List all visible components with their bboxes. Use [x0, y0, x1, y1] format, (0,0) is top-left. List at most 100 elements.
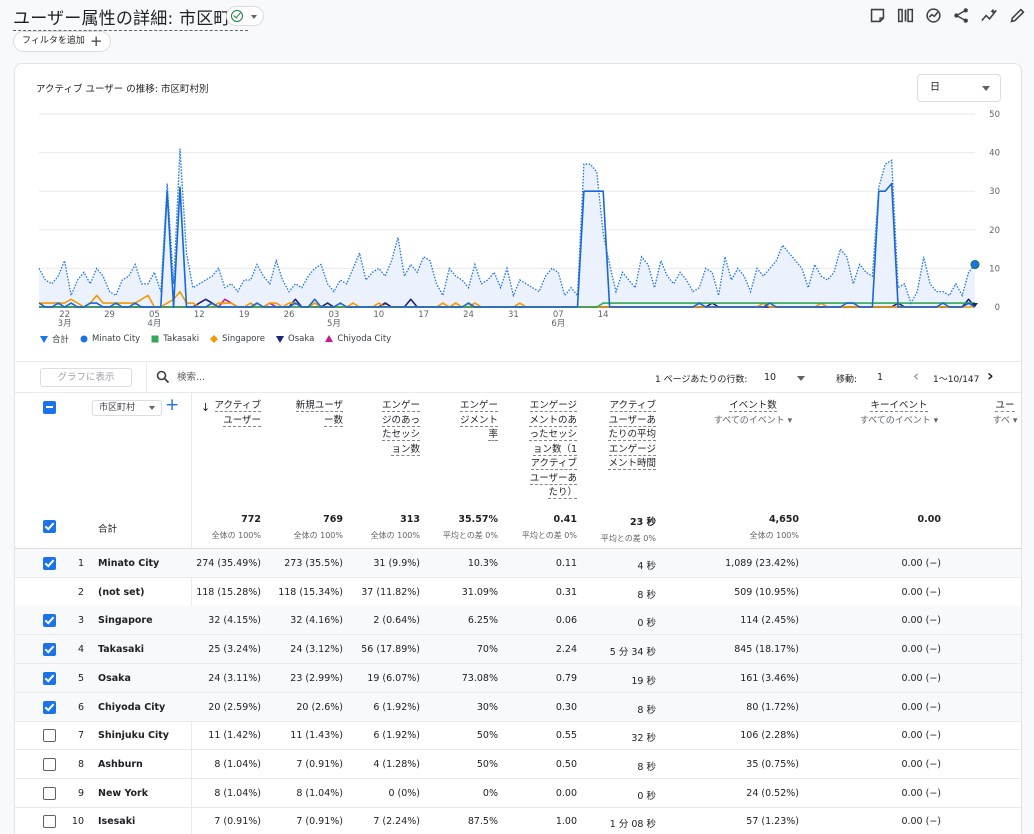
chevron-right-icon[interactable]: › — [987, 366, 994, 385]
column-header[interactable]: アクティブ ユーザーあ たりの平均 エンゲージ メント時間 — [608, 399, 656, 472]
city-name: Osaka — [98, 672, 131, 684]
total-value: 4,650 — [768, 514, 799, 525]
x-tick-label: 12 — [194, 310, 205, 320]
report-card: アクティブ ユーザー の推移: 市区町村別 日 0 10 20 30 40 50 22 3月 2… — [14, 63, 1022, 834]
table-cell: 6.25% — [467, 615, 498, 627]
row-checkbox[interactable] — [43, 700, 56, 714]
table-cell: 0.00 (−) — [901, 586, 941, 598]
row-checkbox[interactable] — [43, 729, 56, 743]
legend-item[interactable]: Takasaki — [150, 334, 199, 344]
dimension-select[interactable]: 市区町村 — [92, 400, 162, 416]
table-row[interactable]: 9 New York 8 (1.04%) 8 (1.04%) 0 (0%) 0% 0.00 0… — [15, 779, 1021, 808]
totals-checkbox[interactable] — [43, 520, 56, 533]
total-subtext: 全体の 100% — [370, 531, 420, 540]
column-header[interactable]: エンゲー ジメント率 — [459, 399, 498, 443]
table-row[interactable]: 4 Takasaki 25 (3.24%) 24 (3.12%) 56 (17.89%)… — [15, 635, 1021, 665]
chevron-left-icon[interactable]: ‹ — [913, 367, 919, 385]
table-cell: 19 (6.07%) — [367, 672, 420, 684]
column-header[interactable]: キーイベント すべてのイベント ▾ — [839, 399, 959, 428]
chevron-down-icon — [982, 86, 990, 91]
column-header-text: ョン数（1 — [532, 443, 577, 456]
event-filter-dropdown[interactable]: すべ ▾ — [992, 415, 1018, 426]
plot-rows-button[interactable]: グラフに表示 — [40, 368, 132, 387]
compare-icon[interactable] — [896, 6, 914, 24]
report-icon[interactable] — [868, 6, 886, 24]
table-cell: 7 (0.91%) — [214, 816, 261, 828]
column-header[interactable]: イベント数 すべてのイベント ▾ — [693, 399, 813, 428]
legend-item[interactable]: Osaka — [275, 334, 314, 344]
goto-page-input[interactable]: 1 — [877, 372, 884, 383]
square-icon — [151, 335, 159, 343]
row-checkbox[interactable] — [43, 614, 56, 628]
total-value: 35.57% — [458, 514, 498, 525]
table-cell: 8 秒 — [637, 589, 656, 601]
select-all-checkbox[interactable] — [43, 401, 56, 414]
add-filter-button[interactable]: フィルタを追加 + — [13, 31, 112, 52]
column-header-text: アクティブ — [530, 458, 577, 470]
event-filter-dropdown[interactable]: すべてのイベント ▾ — [713, 415, 793, 426]
trend-icon[interactable] — [980, 6, 998, 24]
x-tick-month-label: 4月 — [147, 319, 161, 329]
table-row[interactable]: 6 Chiyoda City 20 (2.59%) 20 (2.6%) 6 (1.92%… — [15, 692, 1021, 722]
event-filter-dropdown[interactable]: すべてのイベント ▾ — [859, 415, 939, 426]
status-dropdown[interactable] — [226, 6, 264, 26]
table-row[interactable]: 2 (not set) 118 (15.28%) 118 (15.34%) 37 (11… — [15, 578, 1021, 607]
chevron-down-icon[interactable] — [797, 376, 805, 381]
rows-per-page-select[interactable]: 10 — [764, 372, 777, 383]
table-row[interactable]: 3 Singapore 32 (4.15%) 32 (4.16%) 2 (0.64%) 6… — [15, 606, 1021, 636]
row-index: 9 — [77, 787, 84, 799]
row-checkbox[interactable] — [43, 643, 56, 657]
page-title[interactable]: ユーザー属性の詳細: 市区町村 — [13, 4, 248, 31]
diamond-icon — [210, 335, 219, 343]
legend-item[interactable]: Singapore — [209, 334, 265, 344]
column-header[interactable]: ユー すべ ▾ — [945, 399, 1021, 428]
table-cell: 0.55 — [555, 730, 577, 742]
table-cell: 80 (1.72%) — [746, 701, 799, 713]
column-header[interactable]: エンゲー ジのあっ たセッシ ョン数 — [381, 399, 420, 457]
legend-item[interactable]: Chiyoda City — [324, 334, 391, 344]
table-row[interactable]: 7 Shinjuku City 11 (1.42%) 11 (1.43%) 6 (1.9… — [15, 721, 1021, 751]
total-area — [39, 148, 975, 307]
triangle-down-icon — [276, 336, 284, 343]
row-checkbox[interactable] — [43, 786, 56, 800]
divider — [146, 362, 147, 393]
x-tick-label: 17 — [418, 310, 429, 320]
x-tick-label: 10 — [373, 310, 384, 320]
table-cell: 7 (0.91%) — [296, 758, 343, 770]
granularity-select[interactable]: 日 — [917, 74, 1001, 102]
column-header-text: たりの平均 — [608, 429, 656, 441]
row-checkbox[interactable] — [43, 557, 56, 570]
share-icon[interactable] — [952, 6, 970, 24]
total-cell: 772 全体の 100% — [212, 514, 261, 541]
column-header[interactable]: エンゲージ メントのあ ったセッシ ョン数（1 アクティブ ユーザーあ たり） — [529, 399, 577, 501]
column-header-text: エンゲージ — [608, 443, 656, 456]
column-header[interactable]: 新規ユーザ ー数 — [295, 399, 343, 428]
table-row[interactable]: 10 Isesaki 7 (0.91%) 7 (0.91%) 7 (2.24%) 87.5… — [15, 807, 1021, 834]
table-cell: 0% — [482, 787, 498, 799]
row-checkbox[interactable] — [43, 671, 56, 685]
table-cell: 2 (0.64%) — [373, 615, 420, 627]
table-cell: 274 (35.49%) — [196, 558, 261, 569]
row-index: 4 — [77, 644, 84, 656]
table-cell: 50% — [476, 758, 498, 770]
table-cell: 7 (2.24%) — [373, 816, 420, 828]
table-row[interactable]: 8 Ashburn 8 (1.04%) 7 (0.91%) 4 (1.28%) 50% 0.… — [15, 750, 1021, 779]
add-dimension-button[interactable]: + — [165, 395, 180, 415]
row-checkbox[interactable] — [43, 815, 56, 829]
row-checkbox[interactable] — [43, 757, 56, 771]
search-input[interactable] — [177, 368, 477, 386]
table-row[interactable]: 5 Osaka 24 (3.11%) 23 (2.99%) 19 (6.07%) 73.0… — [15, 663, 1021, 693]
column-header[interactable]: アクティブ ユーザー — [214, 399, 261, 428]
legend-item[interactable]: Minato City — [79, 334, 140, 344]
table-cell: 24 (0.52%) — [746, 787, 799, 799]
edit-icon[interactable] — [1008, 6, 1026, 24]
table-cell: 0 秒 — [637, 618, 656, 630]
insights-icon[interactable] — [924, 6, 942, 24]
x-tick-label: 19 — [239, 310, 250, 320]
table-row[interactable]: 1 Minato City 274 (35.49%) 273 (35.5%) 31 (9… — [15, 549, 1021, 578]
column-header-text: ー数 — [323, 414, 343, 427]
legend-item[interactable]: 合計 — [39, 333, 69, 345]
sort-desc-icon[interactable]: ↓ — [201, 401, 211, 414]
table-cell: 0.00 (−) — [901, 672, 941, 684]
